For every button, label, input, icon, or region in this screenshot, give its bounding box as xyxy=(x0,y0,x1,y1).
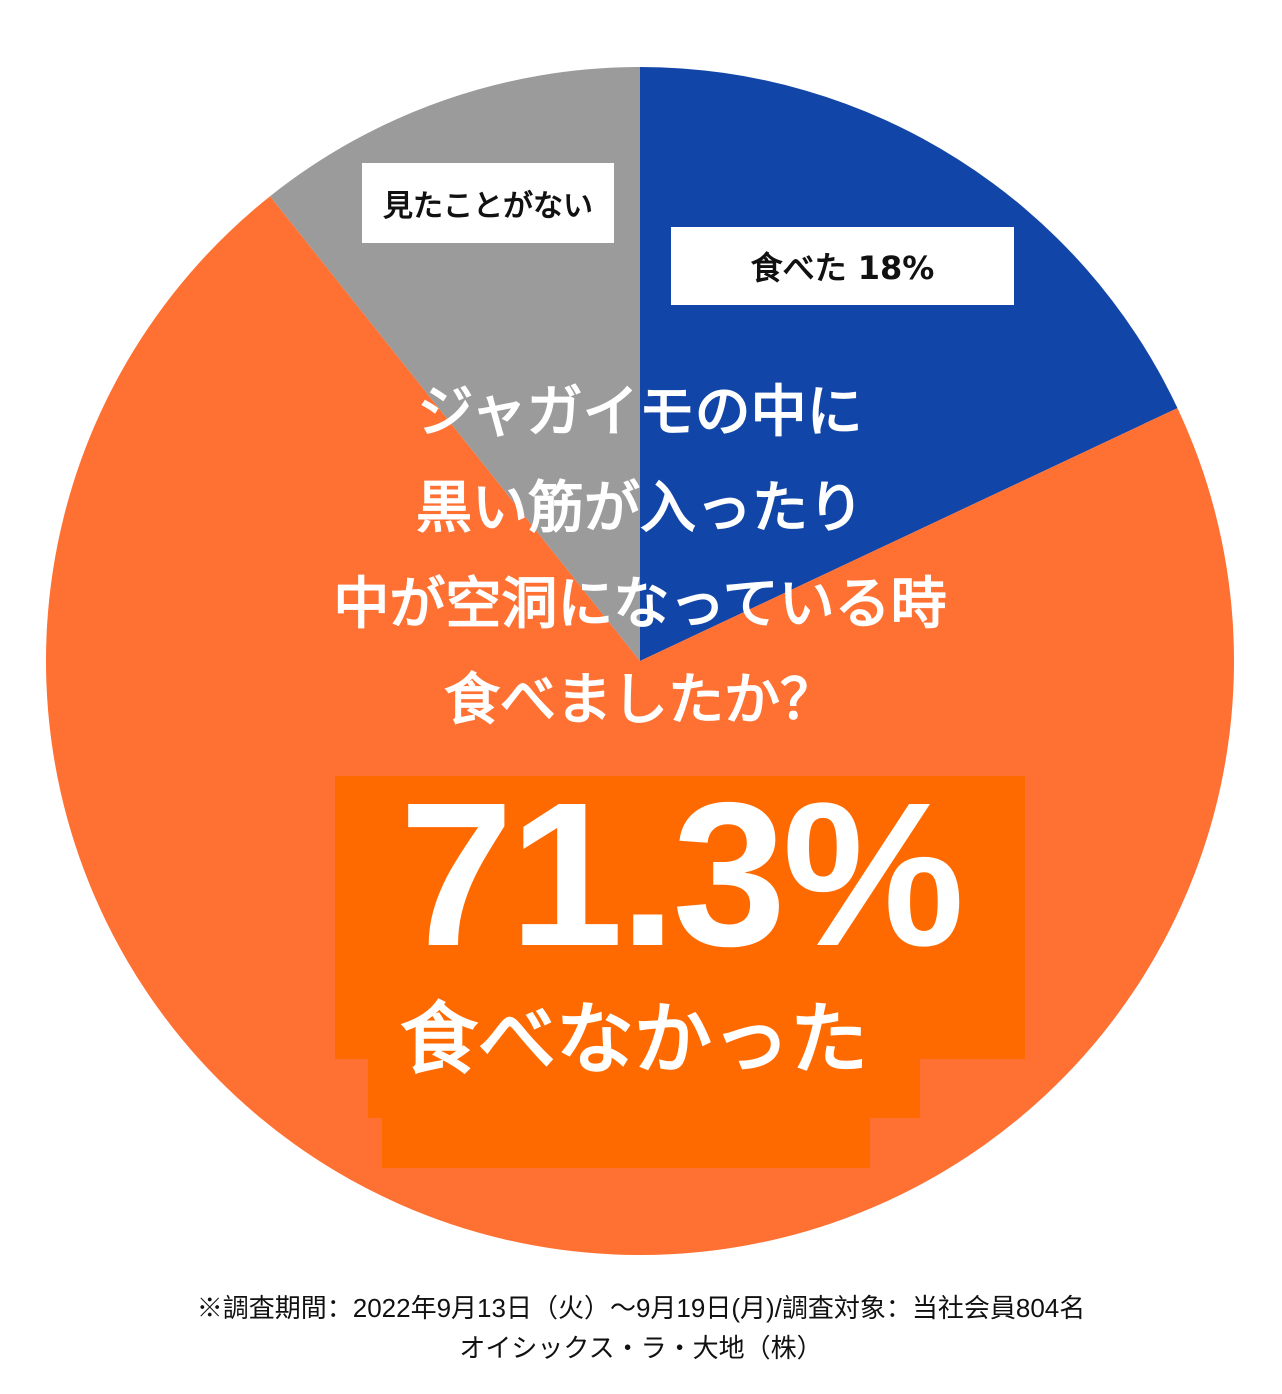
highlight-box xyxy=(368,1050,920,1118)
main-percentage-label: 食べなかった xyxy=(400,995,869,1085)
highlight-box xyxy=(335,776,1025,1059)
main-percentage: 71.3% xyxy=(399,760,964,989)
footnote-line-1: ※調査期間：2022年9月13日（火）〜9月19日(月)/調査対象：当社会員80… xyxy=(196,1293,1086,1323)
slice-label-ate-text: 食べた 18% xyxy=(750,249,935,287)
survey-footnote: ※調査期間：2022年9月13日（火）〜9月19日(月)/調査対象：当社会員80… xyxy=(0,1288,1282,1368)
question-line-4: 食べましたか？ xyxy=(444,668,836,733)
slice-label-ate: 食べた 18% xyxy=(671,227,1014,305)
question-line-1: ジャガイモの中に xyxy=(417,380,863,445)
slice-label-not-seen: 見たことがない xyxy=(362,163,614,243)
question-line-2: 黒い筋が入ったり xyxy=(416,476,864,541)
slice-ate xyxy=(640,67,1178,661)
slice-label-not-seen-text: 見たことがない xyxy=(383,189,593,224)
footnote-line-2: オイシックス・ラ・大地（株） xyxy=(459,1333,823,1363)
chart-question-title: ジャガイモの中に 黒い筋が入ったり 中が空洞になっている時 食べましたか？ xyxy=(240,365,1040,749)
question-line-3: 中が空洞になっている時 xyxy=(333,572,947,637)
highlight-box xyxy=(382,1110,870,1168)
